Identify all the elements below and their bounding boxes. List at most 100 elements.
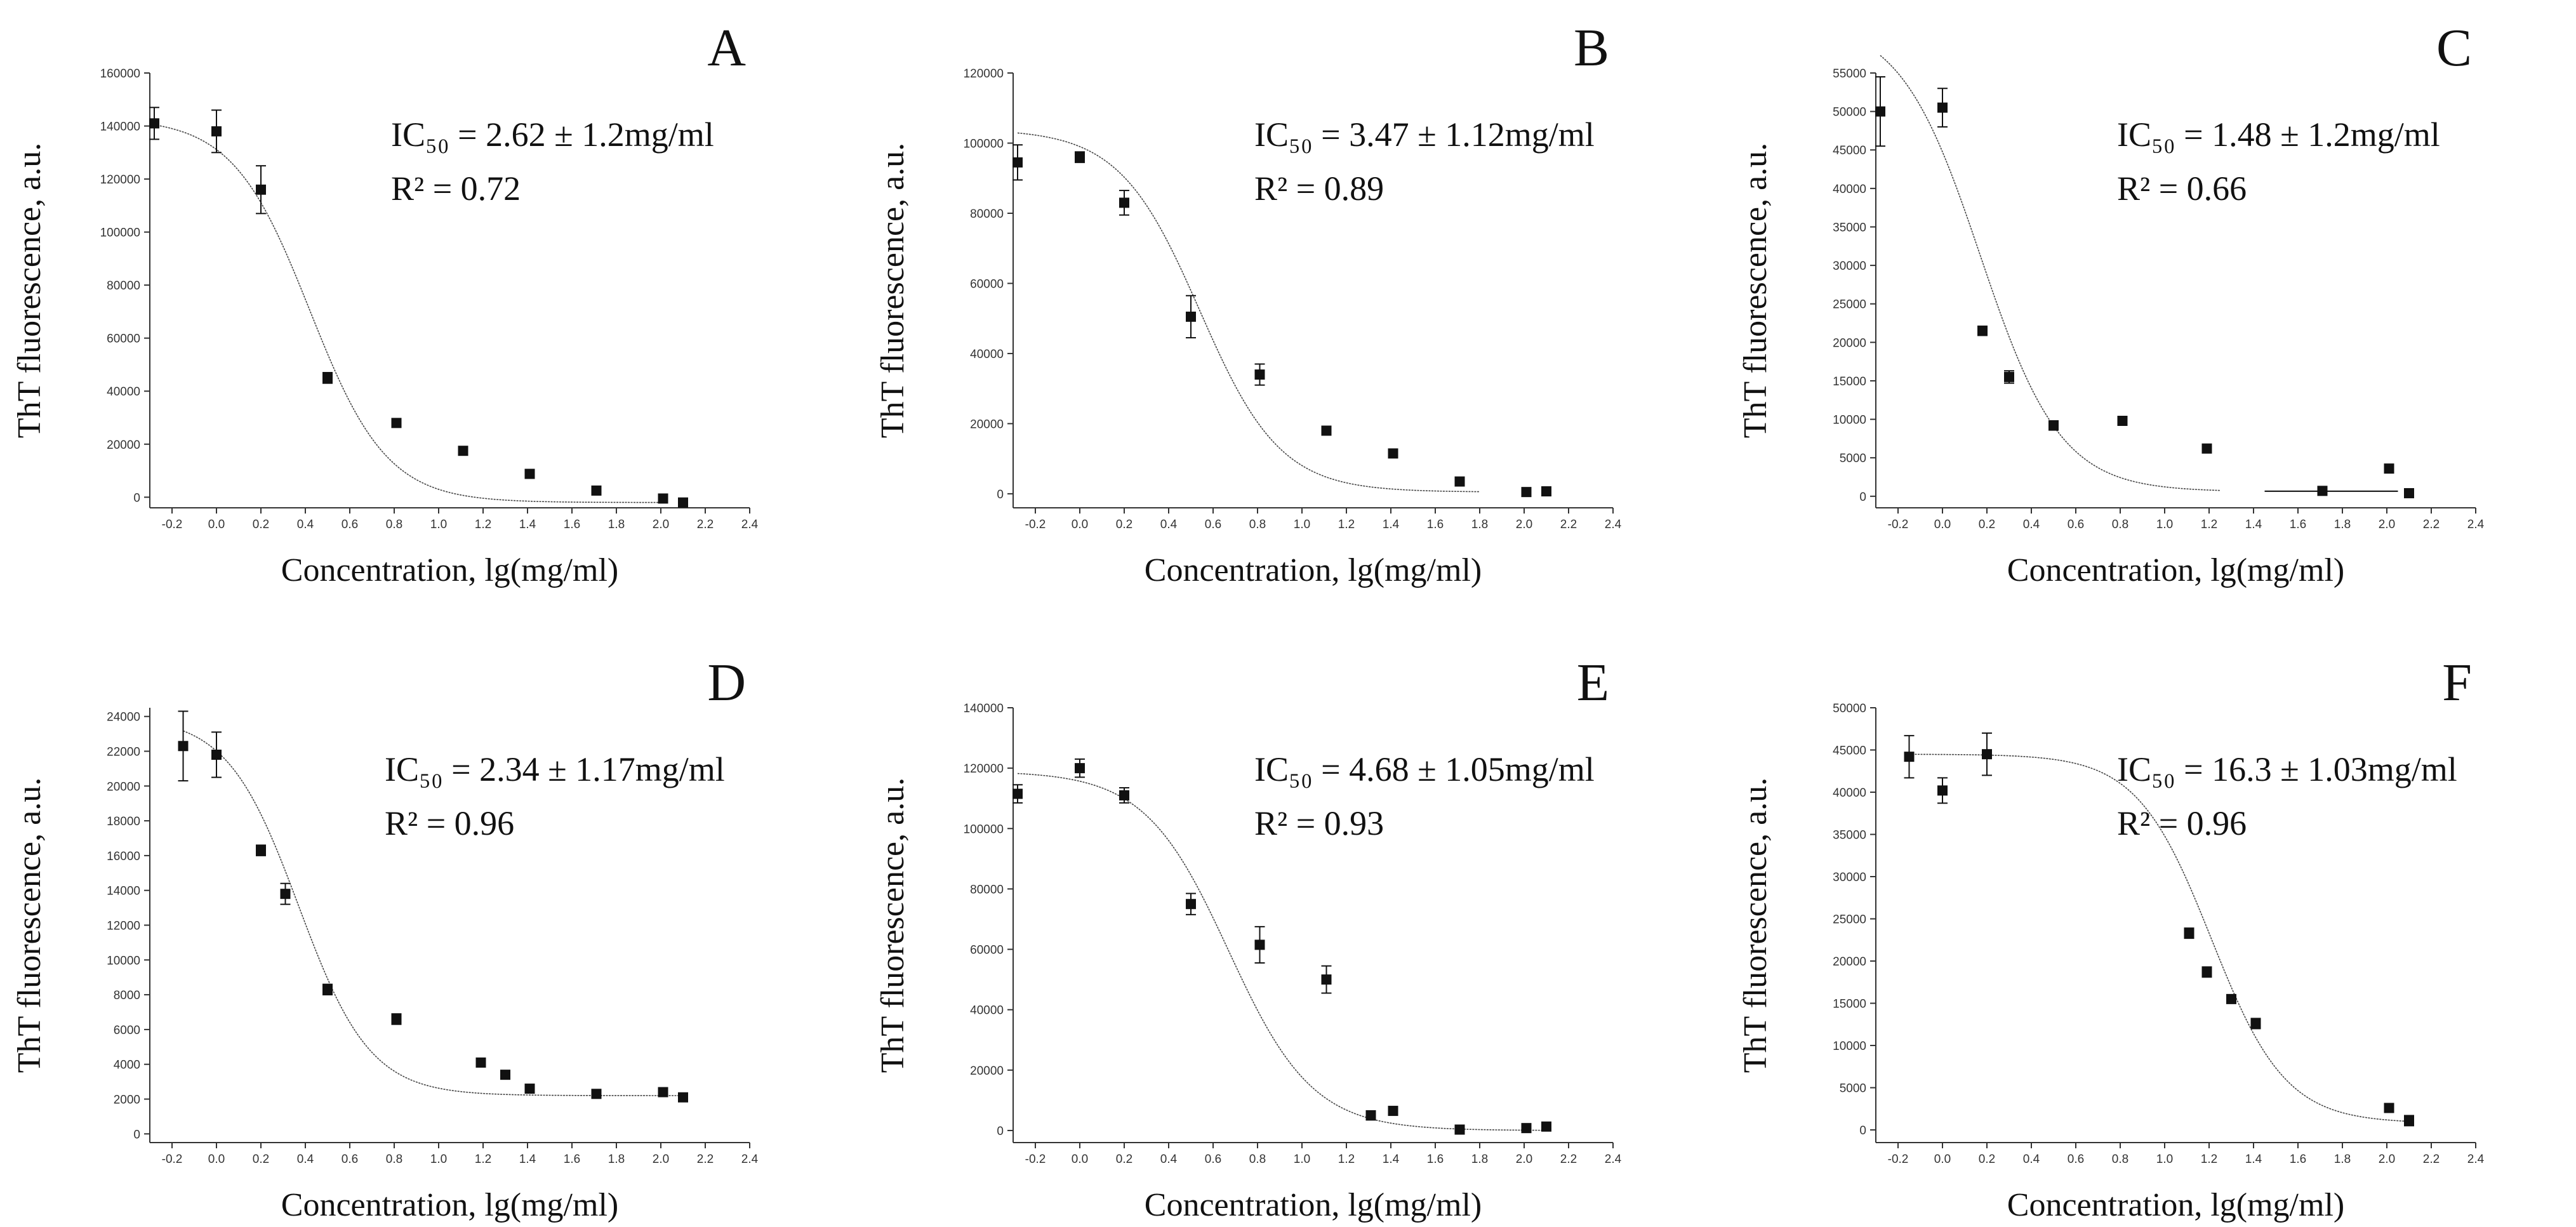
y-tick-label: 45000 [1833, 745, 1866, 758]
data-point [1454, 476, 1465, 487]
x-tick-label: 0.0 [1934, 1153, 1951, 1166]
y-tick-label: 0 [1859, 1124, 1866, 1137]
panel-label: D [707, 653, 746, 712]
x-tick-label: 2.4 [741, 518, 759, 531]
x-tick-label: 0.6 [1205, 518, 1221, 531]
data-point [1186, 311, 1196, 322]
r2-annotation: R² = 0.96 [2117, 804, 2247, 842]
data-point [524, 1084, 535, 1094]
x-axis-title: Concentration, lg(mg/ml) [1145, 1187, 1482, 1223]
data-points [1875, 76, 2414, 498]
y-ticks: 0 2000 4000 6000 8000 10000 12000 14000 16000 180… [107, 711, 150, 1141]
data-point [1541, 486, 1551, 497]
y-tick-label: 120000 [964, 762, 1004, 776]
fit-curve [1017, 132, 1480, 493]
y-tick-label: 40000 [1833, 183, 1866, 196]
data-point [256, 184, 266, 195]
panel-a: -0.2 0.0 0.2 0.4 0.6 0.8 1.0 1.2 1.4 1.6 1.8 2.0 2.2… [11, 18, 759, 588]
y-tick-label: 100000 [964, 823, 1004, 836]
x-axis-title: Concentration, lg(mg/ml) [2007, 552, 2344, 588]
x-tick-label: 0.4 [2023, 1153, 2040, 1166]
data-point [591, 485, 602, 496]
y-tick-label: 20000 [970, 1065, 1004, 1078]
x-tick-label: -0.2 [1025, 518, 1046, 531]
r2-annotation: R² = 0.72 [391, 169, 521, 208]
y-tick-label: 50000 [1833, 106, 1866, 119]
x-tick-label: -0.2 [162, 518, 183, 531]
x-tick-label: 1.4 [519, 518, 536, 531]
x-tick-label: 1.6 [1427, 1153, 1444, 1166]
data-point [178, 741, 189, 752]
x-ticks: -0.2 0.0 0.2 0.4 0.6 0.8 1.0 1.2 1.4 1.6 1.8 2.0 2.2… [162, 508, 759, 531]
x-tick-label: 0.0 [1072, 1153, 1088, 1166]
x-tick-label: 0.4 [297, 1153, 314, 1166]
x-tick-label: -0.2 [1025, 1153, 1046, 1166]
x-tick-label: 0.2 [1979, 518, 1995, 531]
x-tick-label: 0.8 [386, 518, 402, 531]
data-point [475, 1057, 486, 1068]
x-tick-label: 1.0 [430, 1153, 447, 1166]
y-tick-label: 15000 [1833, 998, 1866, 1011]
data-point [1982, 749, 1992, 760]
y-tick-label: 0 [997, 488, 1004, 501]
x-tick-label: 1.2 [1338, 518, 1355, 531]
data-point [1521, 1123, 1532, 1134]
ic50-annotation: IC₅₀ = 1.48 ± 1.2mg/ml [2117, 116, 2440, 154]
x-tick-label: 1.8 [608, 1153, 625, 1166]
x-tick-label: 0.8 [2112, 1153, 2128, 1166]
data-point [2226, 993, 2236, 1004]
data-point [211, 126, 222, 136]
x-tick-label: 2.4 [1605, 1153, 1622, 1166]
data-point [2201, 967, 2212, 978]
y-tick-label: 18000 [107, 815, 140, 828]
x-tick-label: 1.8 [608, 518, 625, 531]
y-tick-label: 40000 [970, 1004, 1004, 1018]
y-tick-label: 5000 [1840, 1082, 1866, 1096]
x-axis-title: Concentration, lg(mg/ml) [2007, 1187, 2344, 1223]
x-tick-label: 1.4 [2245, 1153, 2262, 1166]
y-tick-label: 0 [133, 1128, 140, 1141]
x-tick-label: 0.6 [2068, 518, 2084, 531]
x-ticks: -0.2 0.0 0.2 0.4 0.6 0.8 1.0 1.2 1.4 1.6 1.8 2.0 2.2… [1888, 508, 2485, 531]
x-tick-label: 0.6 [2068, 1153, 2084, 1166]
x-tick-label: 1.0 [2156, 1153, 2173, 1166]
data-point [2048, 420, 2059, 431]
x-ticks: -0.2 0.0 0.2 0.4 0.6 0.8 1.0 1.2 1.4 1.6 1.8 2.0 2.2… [162, 1143, 759, 1166]
data-point [1937, 785, 1948, 796]
x-tick-label: 0.2 [1979, 1153, 1995, 1166]
x-tick-label: 1.6 [564, 1153, 580, 1166]
x-tick-label: 1.0 [1294, 1153, 1310, 1166]
x-tick-label: 0.4 [1160, 518, 1178, 531]
x-tick-label: 2.2 [697, 1153, 714, 1166]
y-tick-label: 40000 [107, 385, 140, 399]
x-tick-label: 2.2 [2423, 518, 2440, 531]
panel-e: -0.2 0.0 0.2 0.4 0.6 0.8 1.0 1.2 1.4 1.6 1.8 2.0 2.2… [875, 653, 1622, 1223]
x-tick-label: -0.2 [1888, 518, 1909, 531]
y-tick-label: 60000 [970, 944, 1004, 957]
x-tick-label: 0.4 [2023, 518, 2040, 531]
y-tick-label: 80000 [107, 279, 140, 293]
x-tick-label: 1.6 [2290, 518, 2306, 531]
x-tick-label: 1.4 [1383, 1153, 1400, 1166]
x-tick-label: 0.2 [253, 518, 269, 531]
x-tick-label: 2.2 [697, 518, 714, 531]
panel-label: A [707, 18, 746, 77]
x-ticks: -0.2 0.0 0.2 0.4 0.6 0.8 1.0 1.2 1.4 1.6 1.8 2.0 2.2… [1025, 1143, 1622, 1166]
y-axis-title: ThT fluorescence, a.u. [11, 143, 48, 438]
fit-curve [1909, 753, 2410, 1122]
x-tick-label: 1.0 [1294, 518, 1310, 531]
y-tick-label: 80000 [970, 883, 1004, 896]
x-tick-label: 0.6 [1205, 1153, 1221, 1166]
y-tick-label: 24000 [107, 711, 140, 724]
y-tick-label: 12000 [107, 920, 140, 933]
axes [1875, 73, 2476, 508]
data-point [2404, 1115, 2414, 1126]
data-point [1119, 197, 1129, 208]
panel-c: -0.2 0.0 0.2 0.4 0.6 0.8 1.0 1.2 1.4 1.6 1.8 2.0 2.2… [1737, 18, 2485, 588]
data-point [1119, 790, 1129, 800]
y-ticks: 0 20000 40000 60000 80000 100000 120000 140000 [964, 702, 1013, 1138]
x-tick-label: 2.2 [1560, 518, 1577, 531]
y-tick-label: 10000 [1833, 1040, 1866, 1053]
data-point [2184, 928, 2194, 939]
